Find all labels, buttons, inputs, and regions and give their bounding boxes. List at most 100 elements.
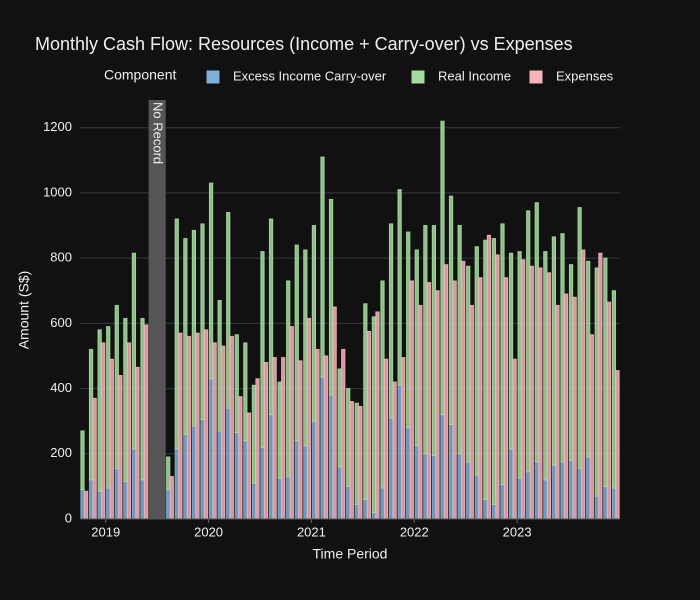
bar [229, 335, 234, 520]
bar [435, 290, 440, 520]
bar [135, 366, 140, 520]
bar [337, 368, 342, 468]
x-tick-label: 2019 [91, 524, 120, 539]
bar [521, 259, 526, 520]
bar [500, 223, 505, 486]
bar [315, 348, 320, 520]
bar [174, 218, 179, 450]
bar [503, 277, 509, 520]
legend-title: Component [104, 67, 176, 83]
bar [101, 342, 106, 520]
bar [323, 355, 329, 520]
bar [546, 272, 552, 520]
bar [375, 311, 380, 520]
bar [106, 326, 111, 489]
bar [217, 300, 222, 432]
bar [200, 419, 205, 520]
bar [234, 432, 239, 520]
bar [603, 485, 608, 520]
bar [268, 414, 274, 520]
bar [563, 293, 569, 520]
bar [246, 412, 252, 520]
bar [457, 225, 462, 455]
bar [483, 498, 488, 520]
bar [251, 384, 257, 484]
bar [611, 290, 617, 489]
bar [478, 277, 483, 520]
bar [598, 252, 603, 520]
bar [328, 198, 334, 396]
bar [131, 252, 137, 450]
legend-label: Expenses [556, 68, 614, 83]
bar [508, 252, 514, 450]
bar [80, 430, 85, 491]
bar [486, 234, 492, 520]
bar [166, 489, 171, 520]
bar [572, 296, 577, 520]
bar [217, 430, 222, 520]
bar [195, 332, 200, 520]
bar [526, 471, 531, 520]
bar [226, 407, 231, 520]
bar [371, 316, 377, 513]
bar [371, 511, 377, 520]
bar [581, 249, 586, 520]
bar [88, 479, 94, 520]
bar [83, 490, 89, 520]
bar [106, 487, 111, 520]
bar [418, 304, 423, 520]
x-tick-label: 2021 [297, 524, 326, 539]
bar [346, 388, 351, 487]
bar [551, 236, 557, 466]
bar [306, 317, 312, 520]
bar [183, 238, 188, 435]
bar [426, 282, 432, 520]
bar [551, 464, 557, 520]
bar [191, 229, 197, 427]
bar [594, 267, 599, 497]
no-record-band [148, 100, 166, 519]
bar [349, 401, 354, 520]
bar [281, 357, 286, 520]
bar [92, 397, 97, 520]
bar [123, 481, 128, 520]
bar [500, 484, 505, 520]
bar [440, 414, 445, 520]
x-tick-label: 2022 [400, 524, 429, 539]
bar [560, 461, 565, 520]
bar [594, 495, 599, 520]
bar [97, 490, 102, 520]
y-tick-label: 0 [65, 510, 72, 525]
bar [354, 503, 359, 520]
bar [286, 280, 291, 478]
bar [517, 251, 522, 479]
bar [448, 195, 454, 425]
bar [366, 331, 372, 520]
bar [328, 394, 334, 520]
bar [332, 306, 337, 520]
bar [286, 476, 291, 520]
bar [543, 479, 548, 520]
bar [363, 498, 368, 520]
bar [534, 202, 539, 463]
bar [409, 280, 414, 520]
bar [512, 358, 517, 520]
legend-swatch [529, 70, 543, 84]
y-axis-label: Amount (S$) [16, 271, 32, 350]
annotation: No Record [151, 102, 166, 164]
bar [380, 487, 385, 520]
chart-title: Monthly Cash Flow: Resources (Income + C… [35, 34, 573, 54]
bar [186, 335, 192, 520]
bar [491, 238, 497, 505]
bar [483, 239, 488, 500]
bar [603, 257, 608, 487]
bar [174, 448, 179, 520]
bar [611, 487, 617, 520]
bar [380, 280, 385, 489]
bar [577, 207, 582, 469]
bar [114, 467, 119, 520]
bar [568, 264, 574, 461]
bar [243, 342, 248, 442]
bar [474, 474, 479, 520]
